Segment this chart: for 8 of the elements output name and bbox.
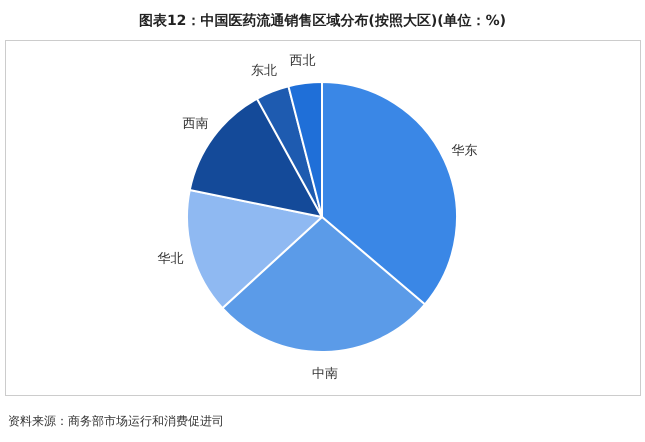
slice-label: 华北 [158,251,184,266]
slice-label: 华东 [451,143,478,158]
slice-label: 西北 [289,54,316,69]
text: 资料来源：商务部市场运行和消费促进司 [8,413,224,430]
slice-label: 中南 [312,366,338,382]
chart-title: 图表12：中国医药流通销售区域分布(按照大区)(单位：%) [138,12,508,30]
slice-label: 西南 [182,116,209,132]
slice-label: 东北 [251,63,278,78]
